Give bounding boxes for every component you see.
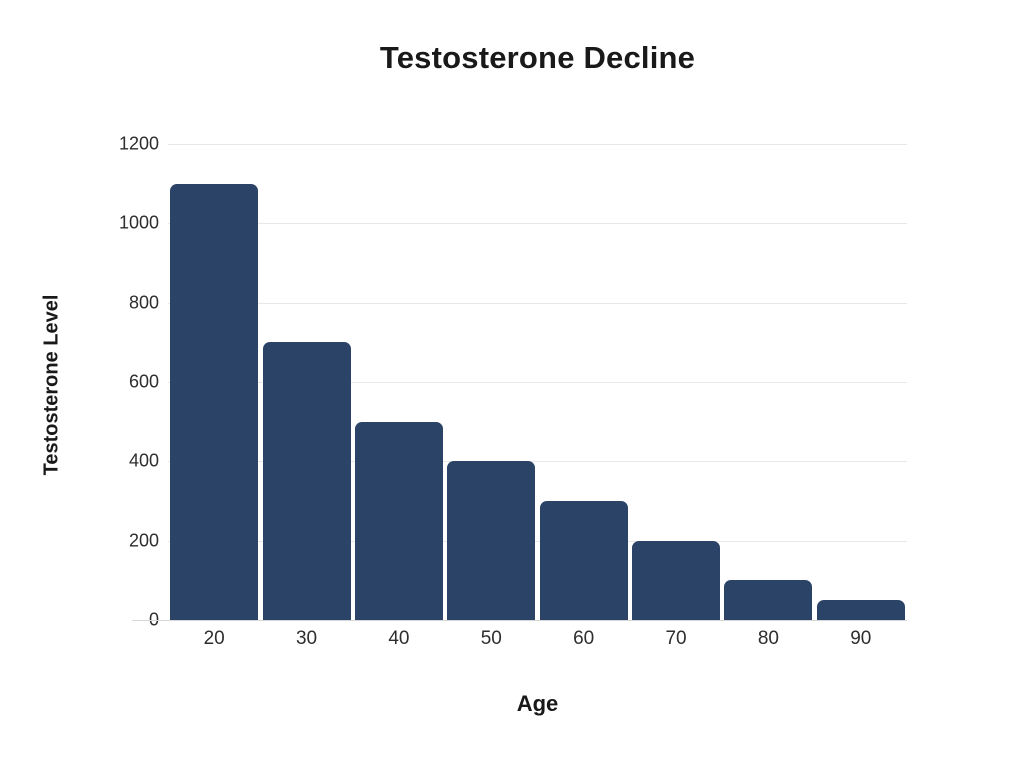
bar-age-60	[539, 501, 628, 620]
x-tick-label: 80	[757, 628, 780, 649]
gridline	[168, 540, 907, 542]
bar-age-80	[724, 580, 813, 620]
x-tick-label: 50	[480, 628, 502, 649]
gridline	[168, 144, 907, 145]
x-tick-label: 40	[388, 628, 410, 649]
y-tick-label: 0	[149, 610, 159, 631]
y-tick-label: 200	[128, 530, 159, 551]
y-tick-label: 600	[128, 371, 159, 392]
y-tick-label: 1200	[118, 133, 159, 154]
x-tick-label: 20	[203, 628, 225, 649]
bar-age-30	[262, 342, 351, 620]
x-tick-label: 90	[850, 628, 872, 649]
bar-age-90	[816, 600, 905, 620]
x-axis-line	[132, 620, 907, 621]
gridline	[168, 302, 907, 304]
x-tick-label: 60	[573, 628, 595, 649]
gridline	[168, 461, 907, 463]
y-tick-label: 1000	[118, 212, 159, 233]
y-tick-label: 400	[128, 450, 159, 471]
bar-age-70	[632, 540, 721, 620]
x-axis-title: Age	[516, 691, 559, 716]
x-tick-label: 30	[295, 628, 318, 649]
bar-age-20	[170, 183, 259, 620]
bar-age-50	[447, 461, 536, 620]
bar-age-40	[354, 421, 443, 620]
x-tick-label: 70	[665, 628, 687, 649]
gridline	[168, 382, 907, 383]
plot-area: 0 200 400 600 800 1000 1200 20 30 40 50 60 70 80 90	[119, 134, 907, 649]
chart-title: Testosterone Decline	[379, 40, 696, 75]
gridline	[168, 223, 907, 225]
y-tick-label: 800	[128, 292, 159, 313]
y-axis-title: Testosterone Level	[40, 294, 63, 476]
